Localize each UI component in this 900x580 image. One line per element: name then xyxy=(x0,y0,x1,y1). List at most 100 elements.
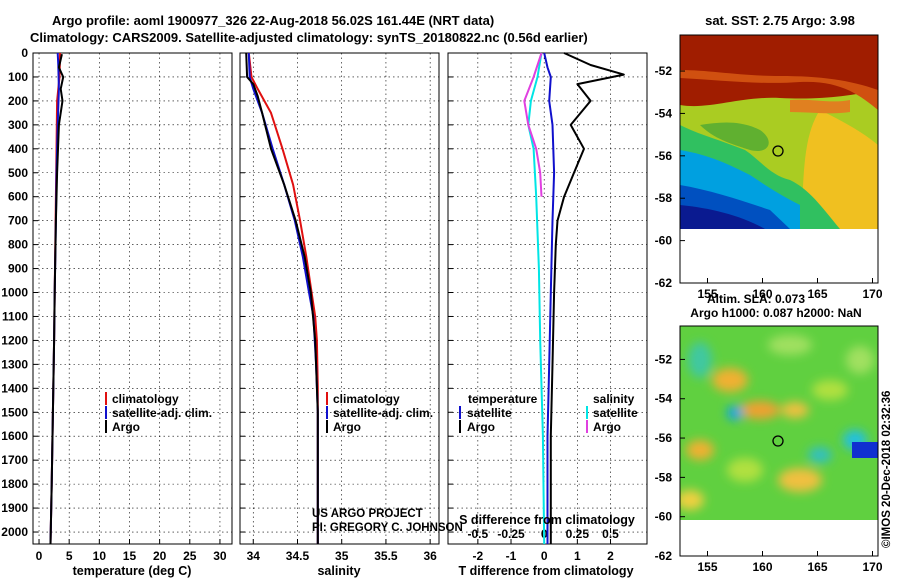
series-line-temperature-argo xyxy=(549,52,625,544)
legend-swatch-temp-argo xyxy=(459,420,461,433)
legend-title-salinity: salinity xyxy=(593,392,635,406)
project-annotation-line1: US ARGO PROJECT xyxy=(312,508,423,520)
sst-map-heatmap xyxy=(679,34,879,284)
x-tick-label: 5 xyxy=(66,549,73,563)
legend-swatch-satellite-adj xyxy=(105,406,107,419)
legend-swatch-argo xyxy=(326,420,328,433)
series-line-salinity-satellite xyxy=(527,52,546,545)
legend-label-temp-satellite: satellite xyxy=(467,406,512,420)
map-lat-tick-label: -54 xyxy=(655,392,673,406)
map-lon-tick-label: 160 xyxy=(752,560,772,574)
salinity-x-ticks: 34 34.5 35 35.5 36 xyxy=(247,53,437,563)
map-lat-tick-label: -60 xyxy=(655,234,673,248)
salinity-difference-axis-label: S difference from climatology xyxy=(459,513,635,527)
map-lat-tick-label: -62 xyxy=(655,276,673,290)
map-lat-tick-label: -58 xyxy=(655,470,673,484)
depth-axis-tick-labels: 0 100 200 300 400 500 600 700 800 900 1000 1100 1200… xyxy=(1,46,28,539)
temperature-plot-frame xyxy=(32,52,233,545)
salinity-plot-frame xyxy=(239,52,440,545)
depth-tick-label: 800 xyxy=(8,238,28,252)
map-lon-tick-label: 155 xyxy=(697,287,717,301)
depth-tick-label: 0 xyxy=(21,46,28,60)
temperature-x-ticks: 0 5 10 15 20 25 30 xyxy=(36,53,227,563)
legend-label-sal-satellite: satellite xyxy=(593,406,638,420)
depth-tick-label: 500 xyxy=(8,166,28,180)
sst-map-title: sat. SST: 2.75 Argo: 3.98 xyxy=(705,13,855,28)
legend-label-argo: Argo xyxy=(112,420,140,434)
depth-tick-label: 200 xyxy=(8,94,28,108)
salinity-difference-tick-label: 0.5 xyxy=(602,527,619,541)
legend-title-temperature: temperature xyxy=(468,392,538,406)
legend-swatch-sal-argo xyxy=(586,420,588,433)
sst-map-frame xyxy=(679,34,879,284)
legend-swatch-temp-satellite xyxy=(459,406,461,419)
x-tick-label: 1 xyxy=(574,549,581,563)
map-lat-tick-label: -54 xyxy=(655,106,673,120)
depth-tick-label: 1800 xyxy=(1,477,28,491)
map-lon-tick-label: 170 xyxy=(862,560,882,574)
depth-tick-label: 1400 xyxy=(1,381,28,395)
map-lat-tick-label: -52 xyxy=(655,352,673,366)
legend-label-argo: Argo xyxy=(333,420,361,434)
map-lon-tick-label: 170 xyxy=(862,287,882,301)
imos-credit: ©IMOS 20-Dec-2018 02:32:36 xyxy=(881,391,893,548)
difference-x-axis-label: T difference from climatology xyxy=(458,564,633,578)
sla-map-axes: 155 160 165 170 -52 -54 -56 -58 -60 -62 xyxy=(655,352,883,574)
difference-legend-salinity: salinity satellite Argo xyxy=(586,392,638,434)
sla-map-heatmap xyxy=(679,325,879,557)
legend-label-climatology: climatology xyxy=(333,392,400,406)
difference-legend-temperature: temperature satellite Argo xyxy=(459,392,538,434)
map-lon-tick-label: 165 xyxy=(807,287,827,301)
series-line-argo xyxy=(245,52,319,544)
x-tick-label: 35.5 xyxy=(374,549,398,563)
depth-tick-label: 1900 xyxy=(1,501,28,515)
series-line-argo xyxy=(49,53,65,545)
legend-label-climatology: climatology xyxy=(112,392,179,406)
x-tick-label: 30 xyxy=(213,549,227,563)
sst-argo-position-marker xyxy=(772,145,784,157)
depth-tick-label: 1300 xyxy=(1,357,28,371)
figure-title-line2: Climatology: CARS2009. Satellite-adjuste… xyxy=(30,30,588,45)
x-tick-label: 0 xyxy=(36,549,43,563)
map-lat-tick-label: -62 xyxy=(655,549,673,563)
depth-tick-label: 900 xyxy=(8,262,28,276)
depth-tick-label: 1200 xyxy=(1,333,28,347)
project-annotation-line2: PI: GREGORY C. JOHNSON xyxy=(312,522,463,534)
x-tick-label: 2 xyxy=(607,549,614,563)
series-line-temperature-satellite xyxy=(543,52,556,544)
map-lat-tick-label: -52 xyxy=(655,64,673,78)
depth-tick-label: 1500 xyxy=(1,405,28,419)
map-lat-tick-label: -56 xyxy=(655,431,673,445)
legend-label-temp-argo: Argo xyxy=(467,420,495,434)
depth-tick-label: 100 xyxy=(8,70,28,84)
salinity-difference-tick-label: -0.5 xyxy=(468,527,489,541)
salinity-panel-grid xyxy=(240,52,439,533)
salinity-series xyxy=(245,52,319,544)
x-tick-label: 10 xyxy=(93,549,107,563)
depth-tick-label: 1700 xyxy=(1,453,28,467)
map-lon-tick-label: 165 xyxy=(807,560,827,574)
legend-swatch-climatology xyxy=(105,392,107,405)
x-tick-label: 34.5 xyxy=(286,549,310,563)
map-lon-tick-label: 160 xyxy=(752,287,772,301)
temperature-series xyxy=(49,52,65,545)
x-tick-label: 0 xyxy=(541,549,548,563)
sla-argo-position-marker xyxy=(772,435,784,447)
depth-tick-label: 2000 xyxy=(1,525,28,539)
x-tick-label: -2 xyxy=(473,549,484,563)
salinity-legend: climatology satellite-adj. clim. Argo xyxy=(326,392,433,434)
legend-swatch-climatology xyxy=(326,392,328,405)
x-tick-label: 15 xyxy=(123,549,137,563)
depth-tick-label: 700 xyxy=(8,214,28,228)
map-lon-tick-label: 155 xyxy=(697,560,717,574)
salinity-difference-tick-label: 0.25 xyxy=(566,527,590,541)
x-tick-label: 35 xyxy=(335,549,349,563)
depth-tick-label: 1600 xyxy=(1,429,28,443)
temperature-panel-grid xyxy=(33,52,232,533)
salinity-difference-x-ticks: -0.5 -0.25 0 0.25 0.5 xyxy=(468,527,620,541)
map-lat-tick-label: -58 xyxy=(655,191,673,205)
sla-map-subtitle: Argo h1000: 0.087 h2000: NaN xyxy=(690,306,861,320)
x-tick-label: -1 xyxy=(506,549,517,563)
depth-tick-label: 600 xyxy=(8,190,28,204)
